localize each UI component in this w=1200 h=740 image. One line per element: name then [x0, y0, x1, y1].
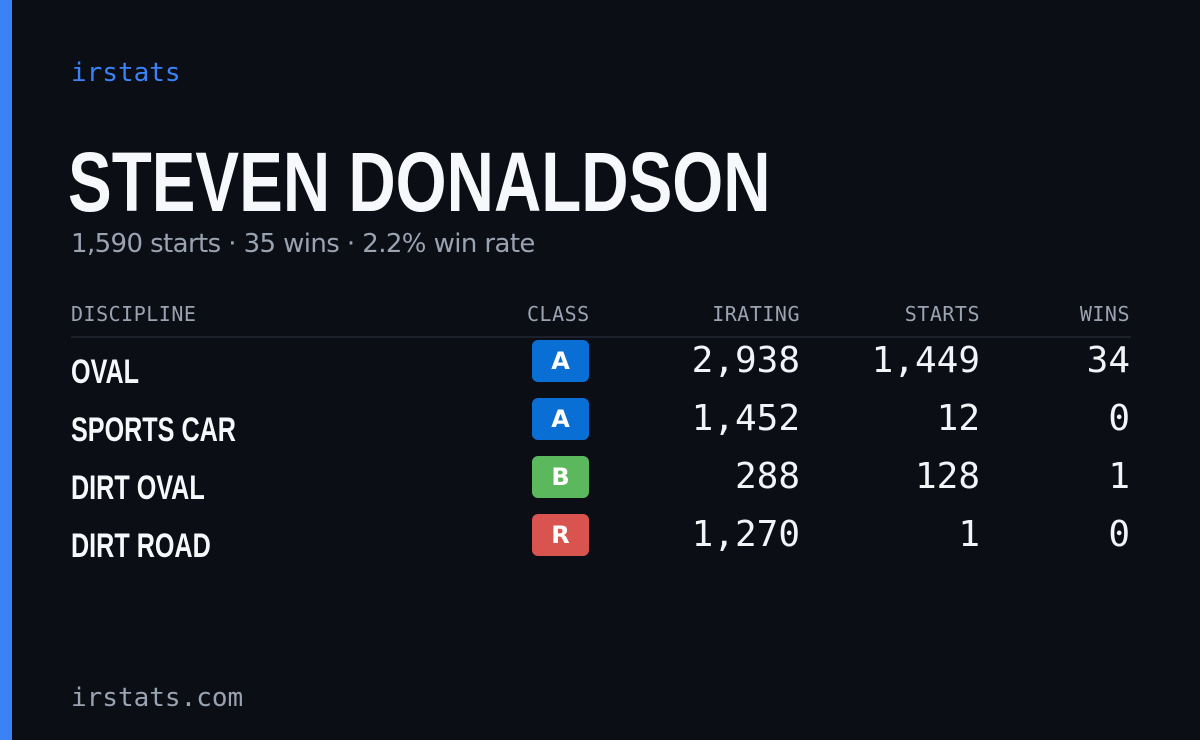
- header-starts: STARTS: [904, 302, 980, 326]
- irating-value: 1,452: [691, 398, 800, 439]
- table-row: DIRT OVAL B 288 128 1: [71, 454, 1131, 512]
- player-summary: 1,590 starts · 35 wins · 2.2% win rate: [71, 229, 535, 259]
- wins-value: 34: [1086, 340, 1130, 381]
- wins-value: 1: [1108, 456, 1130, 497]
- footer-url[interactable]: irstats.com: [71, 683, 244, 713]
- table-header: DISCIPLINE CLASS IRATING STARTS WINS: [71, 296, 1131, 338]
- wins-value: 0: [1108, 514, 1130, 555]
- table-row: DIRT ROAD R 1,270 1 0: [71, 512, 1131, 570]
- irating-value: 288: [734, 456, 800, 497]
- class-badge: A: [532, 398, 589, 440]
- header-wins: WINS: [1079, 302, 1130, 326]
- brand-logo: irstats: [71, 58, 181, 88]
- player-name: STEVEN DONALDSON: [68, 135, 771, 229]
- class-badge: R: [532, 514, 589, 556]
- discipline-name: DIRT ROAD: [71, 527, 211, 565]
- irating-value: 1,270: [691, 514, 800, 555]
- wins-value: 0: [1108, 398, 1130, 439]
- table-row: OVAL A 2,938 1,449 34: [71, 338, 1131, 396]
- header-irating: IRATING: [712, 302, 800, 326]
- table-row: SPORTS CAR A 1,452 12 0: [71, 396, 1131, 454]
- stats-table: DISCIPLINE CLASS IRATING STARTS WINS OVA…: [71, 296, 1131, 570]
- class-badge: A: [532, 340, 589, 382]
- discipline-name: SPORTS CAR: [71, 411, 236, 449]
- header-class: CLASS: [527, 302, 590, 326]
- class-badge: B: [532, 456, 589, 498]
- starts-value: 1,449: [871, 340, 980, 381]
- discipline-name: DIRT OVAL: [71, 469, 205, 507]
- starts-value: 1: [958, 514, 980, 555]
- header-discipline: DISCIPLINE: [71, 302, 197, 326]
- discipline-name: OVAL: [71, 353, 140, 391]
- starts-value: 12: [936, 398, 980, 439]
- starts-value: 128: [914, 456, 980, 497]
- accent-bar: [0, 0, 12, 740]
- irating-value: 2,938: [691, 340, 800, 381]
